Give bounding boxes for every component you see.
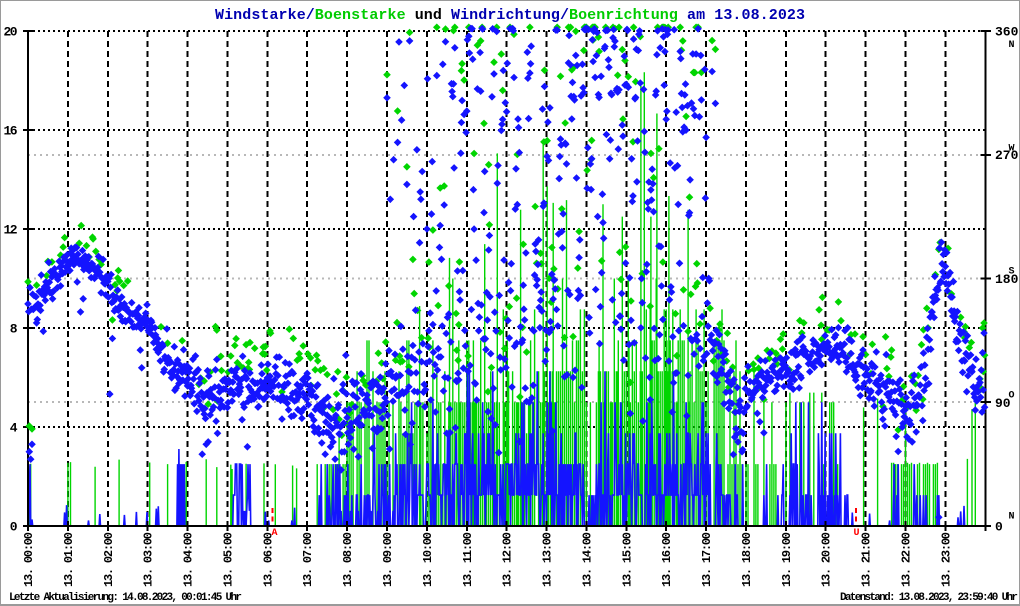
svg-text:13. 21:00: 13. 21:00 [860, 532, 874, 587]
svg-text:13. 16:00: 13. 16:00 [660, 532, 674, 587]
svg-text:N: N [1008, 40, 1014, 51]
svg-text:W: W [1008, 144, 1014, 155]
svg-text:13. 15:00: 13. 15:00 [620, 532, 634, 587]
svg-text:13. 19:00: 13. 19:00 [780, 532, 794, 587]
svg-text:Windstarke/Boenstarke und Wind: Windstarke/Boenstarke und Windrichtung/B… [215, 7, 805, 24]
svg-text:12: 12 [4, 223, 18, 238]
svg-text:13. 22:00: 13. 22:00 [900, 532, 914, 587]
svg-text:13. 06:00: 13. 06:00 [261, 532, 275, 587]
svg-text:4: 4 [10, 421, 18, 436]
svg-text:A: A [271, 528, 277, 539]
svg-text:180: 180 [995, 272, 1019, 287]
svg-text:13. 12:00: 13. 12:00 [501, 532, 515, 587]
svg-text:Letzte Aktualisierung: 14.08.2: Letzte Aktualisierung: 14.08.2023, 00:01… [9, 592, 242, 604]
svg-text:90: 90 [995, 396, 1011, 411]
svg-text:0: 0 [995, 520, 1003, 535]
svg-text:O: O [1008, 391, 1014, 402]
svg-text:13. 23:00: 13. 23:00 [939, 532, 953, 587]
svg-text:13. 07:00: 13. 07:00 [301, 532, 315, 587]
svg-text:8: 8 [10, 322, 18, 337]
svg-text:S: S [1008, 267, 1014, 278]
svg-text:13. 05:00: 13. 05:00 [221, 532, 235, 587]
svg-text:13. 04:00: 13. 04:00 [182, 532, 196, 587]
svg-text:13. 03:00: 13. 03:00 [142, 532, 156, 587]
svg-text:20: 20 [4, 25, 18, 40]
svg-text:13. 18:00: 13. 18:00 [740, 532, 754, 587]
svg-text:Datenstand: 13.08.2023, 23:59:: Datenstand: 13.08.2023, 23:59:40 Uhr [840, 592, 1018, 604]
svg-text:13. 13:00: 13. 13:00 [541, 532, 555, 587]
svg-text:13. 14:00: 13. 14:00 [580, 532, 594, 587]
svg-text:16: 16 [4, 124, 18, 139]
svg-text:13. 08:00: 13. 08:00 [341, 532, 355, 587]
svg-text:13. 01:00: 13. 01:00 [62, 532, 76, 587]
svg-text:13. 09:00: 13. 09:00 [381, 532, 395, 587]
svg-text:13. 10:00: 13. 10:00 [421, 532, 435, 587]
svg-text:13. 11:00: 13. 11:00 [461, 532, 475, 587]
svg-text:U: U [853, 528, 859, 539]
svg-text:13. 20:00: 13. 20:00 [820, 532, 834, 587]
svg-text:13. 02:00: 13. 02:00 [102, 532, 116, 587]
svg-text:13. 00:00: 13. 00:00 [22, 532, 36, 587]
svg-text:360: 360 [995, 25, 1019, 40]
svg-text:270: 270 [995, 148, 1019, 163]
svg-text:0: 0 [10, 520, 18, 535]
svg-text:13. 17:00: 13. 17:00 [700, 532, 714, 587]
svg-text:N: N [1008, 512, 1014, 523]
